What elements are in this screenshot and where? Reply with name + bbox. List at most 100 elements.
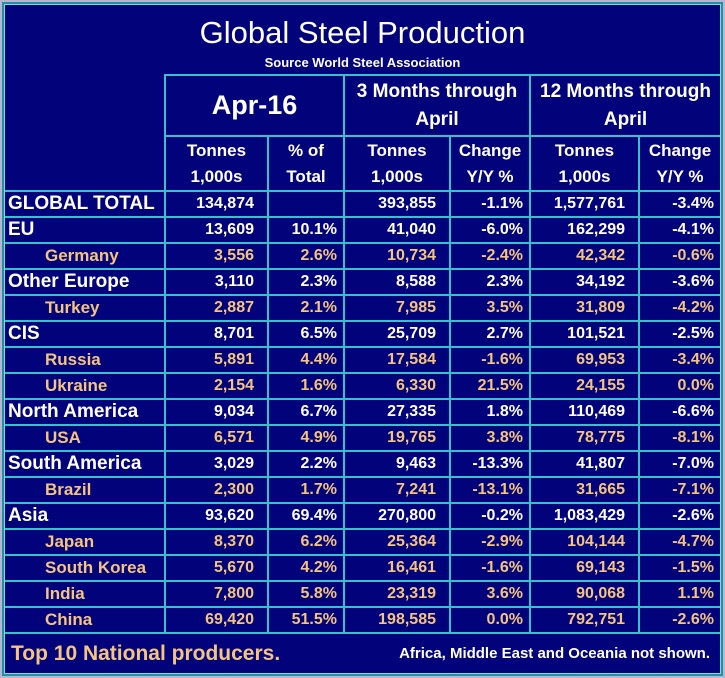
cell: 2.3% xyxy=(448,268,532,297)
cell: 3,556 xyxy=(164,242,269,271)
row-label: EU xyxy=(5,216,166,245)
cell: 41,040 xyxy=(343,216,451,245)
table-row-ukraine: Ukraine 2,154 1.6% 6,330 21.5% 24,155 0.… xyxy=(5,372,720,401)
column-group-apr16: Apr-16 xyxy=(164,74,345,138)
cell: 69.4% xyxy=(267,502,345,531)
cell: -2.4% xyxy=(448,242,532,271)
cell: 93,620 xyxy=(164,502,269,531)
cell: 104,144 xyxy=(529,528,641,557)
cell: 6,571 xyxy=(164,424,269,453)
row-label: South America xyxy=(5,450,166,479)
cell: 3,029 xyxy=(164,450,269,479)
cell: 3.8% xyxy=(448,424,532,453)
row-label: India xyxy=(5,580,166,609)
table-row-russia: Russia 5,891 4.4% 17,584 -1.6% 69,953 -3… xyxy=(5,346,720,375)
cell: 23,319 xyxy=(343,580,451,609)
cell: 10.1% xyxy=(267,216,345,245)
cell: -1.6% xyxy=(448,554,532,583)
cell: 3.6% xyxy=(448,580,532,609)
cell: 0.0% xyxy=(638,372,720,401)
cell: 10,734 xyxy=(343,242,451,271)
cell: 69,143 xyxy=(529,554,641,583)
cell: 7,800 xyxy=(164,580,269,609)
cell: 21.5% xyxy=(448,372,532,401)
chart-header: Global Steel Production Source World Ste… xyxy=(5,5,720,74)
row-label: Ukraine xyxy=(5,372,166,401)
header-sub-row: Tonnes 1,000s % of Total Tonnes 1,000s C… xyxy=(5,135,720,193)
cell: 2,300 xyxy=(164,476,269,505)
cell: 1.1% xyxy=(638,580,720,609)
cell: -4.7% xyxy=(638,528,720,557)
cell: 78,775 xyxy=(529,424,641,453)
row-label: GLOBAL TOTAL xyxy=(5,190,166,219)
cell: 393,855 xyxy=(343,190,451,219)
cell: 0.0% xyxy=(448,606,532,635)
row-label: South Korea xyxy=(5,554,166,583)
footer-note-producers: Top 10 National producers. xyxy=(11,641,281,665)
cell: 162,299 xyxy=(529,216,641,245)
cell: -2.6% xyxy=(638,606,720,635)
table-row-north-america: North America 9,034 6.7% 27,335 1.8% 110… xyxy=(5,398,720,427)
cell xyxy=(267,190,345,219)
cell: -7.1% xyxy=(638,476,720,505)
cell: -6.0% xyxy=(448,216,532,245)
cell: 8,588 xyxy=(343,268,451,297)
cell: -8.1% xyxy=(638,424,720,453)
row-label: CIS xyxy=(5,320,166,349)
cell: -2.9% xyxy=(448,528,532,557)
subheader-change-12mo: Change Y/Y % xyxy=(638,135,720,193)
cell: 31,665 xyxy=(529,476,641,505)
cell: 6.2% xyxy=(267,528,345,557)
cell: 34,192 xyxy=(529,268,641,297)
cell: 3,110 xyxy=(164,268,269,297)
cell: -3.6% xyxy=(638,268,720,297)
subheader-change-3mo: Change Y/Y % xyxy=(448,135,532,193)
cell: 9,463 xyxy=(343,450,451,479)
cell: -3.4% xyxy=(638,190,720,219)
cell: 31,809 xyxy=(529,294,641,323)
table-row-other-europe: Other Europe 3,110 2.3% 8,588 2.3% 34,19… xyxy=(5,268,720,297)
cell: 110,469 xyxy=(529,398,641,427)
subheader-tonnes-3mo: Tonnes 1,000s xyxy=(343,135,451,193)
header-spacer xyxy=(5,75,165,136)
table-row-south-america: South America 3,029 2.2% 9,463 -13.3% 41… xyxy=(5,450,720,479)
cell: 16,461 xyxy=(343,554,451,583)
cell: 69,953 xyxy=(529,346,641,375)
cell: 198,585 xyxy=(343,606,451,635)
cell: 25,364 xyxy=(343,528,451,557)
cell: 8,701 xyxy=(164,320,269,349)
cell: 792,751 xyxy=(529,606,641,635)
cell: 4.2% xyxy=(267,554,345,583)
cell: 2.1% xyxy=(267,294,345,323)
cell: 101,521 xyxy=(529,320,641,349)
cell: 2,154 xyxy=(164,372,269,401)
cell: -13.3% xyxy=(448,450,532,479)
table-row-global-total: GLOBAL TOTAL 134,874 393,855 -1.1% 1,577… xyxy=(5,190,720,219)
cell: 7,985 xyxy=(343,294,451,323)
frame-inner: Global Steel Production Source World Ste… xyxy=(4,4,721,674)
cell: 5.8% xyxy=(267,580,345,609)
cell: 27,335 xyxy=(343,398,451,427)
cell: -1.6% xyxy=(448,346,532,375)
footer-note-exclusions: Africa, Middle East and Oceania not show… xyxy=(399,645,710,663)
cell: 69,420 xyxy=(164,606,269,635)
cell: 1.6% xyxy=(267,372,345,401)
cell: 5,891 xyxy=(164,346,269,375)
subheader-tonnes-12mo: Tonnes 1,000s xyxy=(529,135,641,193)
cell: 51.5% xyxy=(267,606,345,635)
cell: 42,342 xyxy=(529,242,641,271)
table-row-eu: EU 13,609 10.1% 41,040 -6.0% 162,299 -4.… xyxy=(5,216,720,245)
cell: -7.0% xyxy=(638,450,720,479)
table-row-usa: USA 6,571 4.9% 19,765 3.8% 78,775 -8.1% xyxy=(5,424,720,453)
row-label: USA xyxy=(5,424,166,453)
production-table: Apr-16 3 Months through April 12 Months … xyxy=(5,74,720,635)
cell: 1,083,429 xyxy=(529,502,641,531)
subheader-pct-total: % of Total xyxy=(267,135,345,193)
cell: 8,370 xyxy=(164,528,269,557)
source-subtitle: Source World Steel Association xyxy=(264,55,461,71)
header-group-row: Apr-16 3 Months through April 12 Months … xyxy=(5,74,720,138)
cell: 1.8% xyxy=(448,398,532,427)
row-label: China xyxy=(5,606,166,635)
